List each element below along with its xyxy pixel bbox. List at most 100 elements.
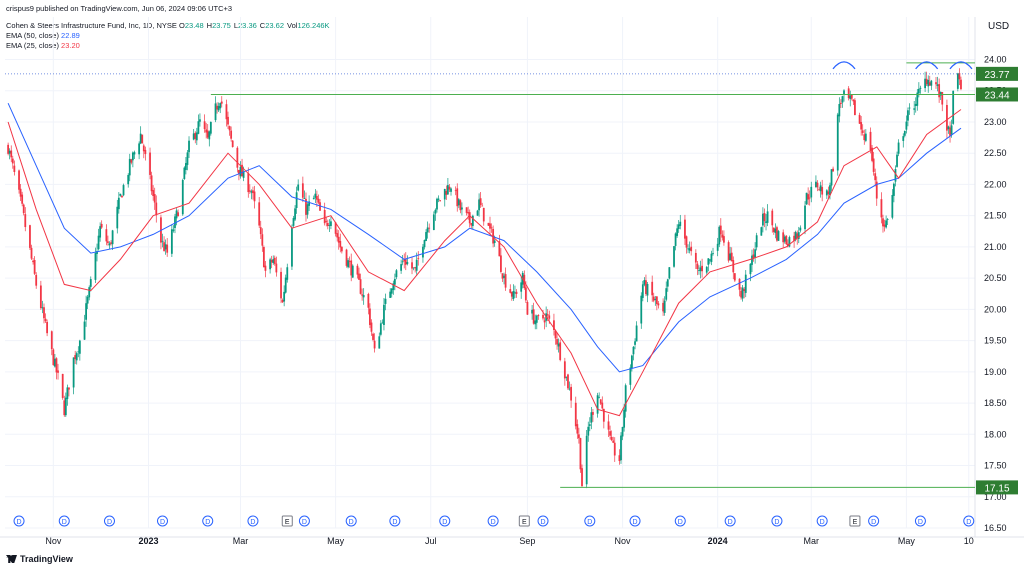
candle-body xyxy=(654,298,657,300)
candle-body xyxy=(85,303,87,320)
candle-body xyxy=(367,293,370,308)
candle-body xyxy=(599,399,602,404)
x-tick-label: Sep xyxy=(519,536,535,546)
candle-body xyxy=(186,152,189,165)
candle-body xyxy=(804,205,806,230)
candle-body xyxy=(99,226,102,238)
candle-body xyxy=(687,248,689,250)
candle-body xyxy=(843,90,845,95)
candle-body xyxy=(893,183,895,196)
candle-body xyxy=(677,224,680,230)
candle-body xyxy=(471,215,474,227)
candle-body xyxy=(786,243,789,247)
candle-body xyxy=(925,78,928,85)
candle-body xyxy=(946,104,948,131)
candle-body xyxy=(744,274,747,293)
candle-body xyxy=(303,197,306,199)
candle-body xyxy=(194,132,197,139)
candle-body xyxy=(94,253,97,280)
candle-body xyxy=(632,346,635,355)
candle-body xyxy=(369,308,371,325)
dividend-marker xyxy=(202,515,214,527)
ohlc-value: 23.36 xyxy=(238,21,257,30)
candle-body xyxy=(618,455,621,462)
candle-body xyxy=(88,287,91,298)
candle-body xyxy=(175,210,178,219)
candle-body xyxy=(621,427,624,437)
candle-body xyxy=(50,331,53,350)
candle-body xyxy=(794,231,797,240)
candle-body xyxy=(345,249,348,266)
candle-body xyxy=(721,234,724,238)
candle-body xyxy=(8,150,11,154)
y-tick-label: 22.00 xyxy=(984,179,1007,189)
dividend-marker xyxy=(724,515,736,527)
x-tick-label: Mar xyxy=(233,536,249,546)
candle-body xyxy=(239,166,242,177)
candle-body xyxy=(301,183,304,198)
candle-body xyxy=(481,205,484,207)
candle-body xyxy=(939,91,942,96)
candle-body xyxy=(914,103,917,107)
ohlc-value: 23.75 xyxy=(212,21,231,30)
candle-body xyxy=(673,246,675,267)
candle-body xyxy=(510,292,513,297)
candle-body xyxy=(567,374,569,389)
candle-body xyxy=(624,385,627,412)
dividend-marker xyxy=(629,515,641,527)
candle-body xyxy=(623,409,626,428)
candle-body xyxy=(294,208,296,220)
publish-credit: crispus9 published on TradingView.com, J… xyxy=(6,4,233,13)
candle-body xyxy=(411,262,413,269)
earnings-marker xyxy=(281,515,293,527)
candle-body xyxy=(588,424,591,426)
dividend-marker-label: D xyxy=(442,519,447,526)
candle-body xyxy=(864,133,867,141)
dividend-marker xyxy=(13,515,25,527)
candle-body xyxy=(423,240,426,248)
y-tick-label: 17.50 xyxy=(984,461,1007,471)
candle-body xyxy=(501,273,504,279)
candle-body xyxy=(372,333,374,340)
candle-body xyxy=(832,168,834,172)
candle-body xyxy=(585,435,588,485)
earnings-marker-label: E xyxy=(285,519,290,526)
candle-body xyxy=(570,386,572,401)
candle-body xyxy=(119,193,122,196)
candle-body xyxy=(772,227,775,232)
candle-body xyxy=(707,258,710,265)
candle-body xyxy=(238,169,240,174)
earnings-marker-label: E xyxy=(853,519,858,526)
candle-body xyxy=(694,252,697,263)
candle-body xyxy=(459,200,462,211)
dividend-marker-label: D xyxy=(918,519,923,526)
candle-body xyxy=(434,209,437,214)
candle-body xyxy=(131,152,134,161)
candle-body xyxy=(776,227,778,241)
candle-body xyxy=(641,284,644,298)
y-tick-label: 18.50 xyxy=(984,398,1007,408)
candle-body xyxy=(389,291,392,298)
candle-body xyxy=(788,237,791,247)
dividend-marker-label: D xyxy=(491,519,496,526)
candle-body xyxy=(938,84,941,98)
candle-body xyxy=(46,321,49,334)
candle-body xyxy=(785,235,788,245)
candle-body xyxy=(515,291,518,294)
dividend-marker xyxy=(816,515,828,527)
candle-body xyxy=(153,194,156,203)
candle-body xyxy=(537,315,540,317)
candle-body xyxy=(448,186,451,190)
candle-body xyxy=(286,267,289,280)
candle-body xyxy=(83,321,86,340)
candle-body xyxy=(395,270,398,278)
x-tick-label: Nov xyxy=(45,536,62,546)
candle-body xyxy=(231,140,234,148)
candle-body xyxy=(610,436,613,441)
candle-body xyxy=(454,190,457,192)
candle-body xyxy=(738,278,741,290)
candle-body xyxy=(719,225,722,235)
candle-body xyxy=(875,181,878,199)
candle-body xyxy=(535,315,538,323)
